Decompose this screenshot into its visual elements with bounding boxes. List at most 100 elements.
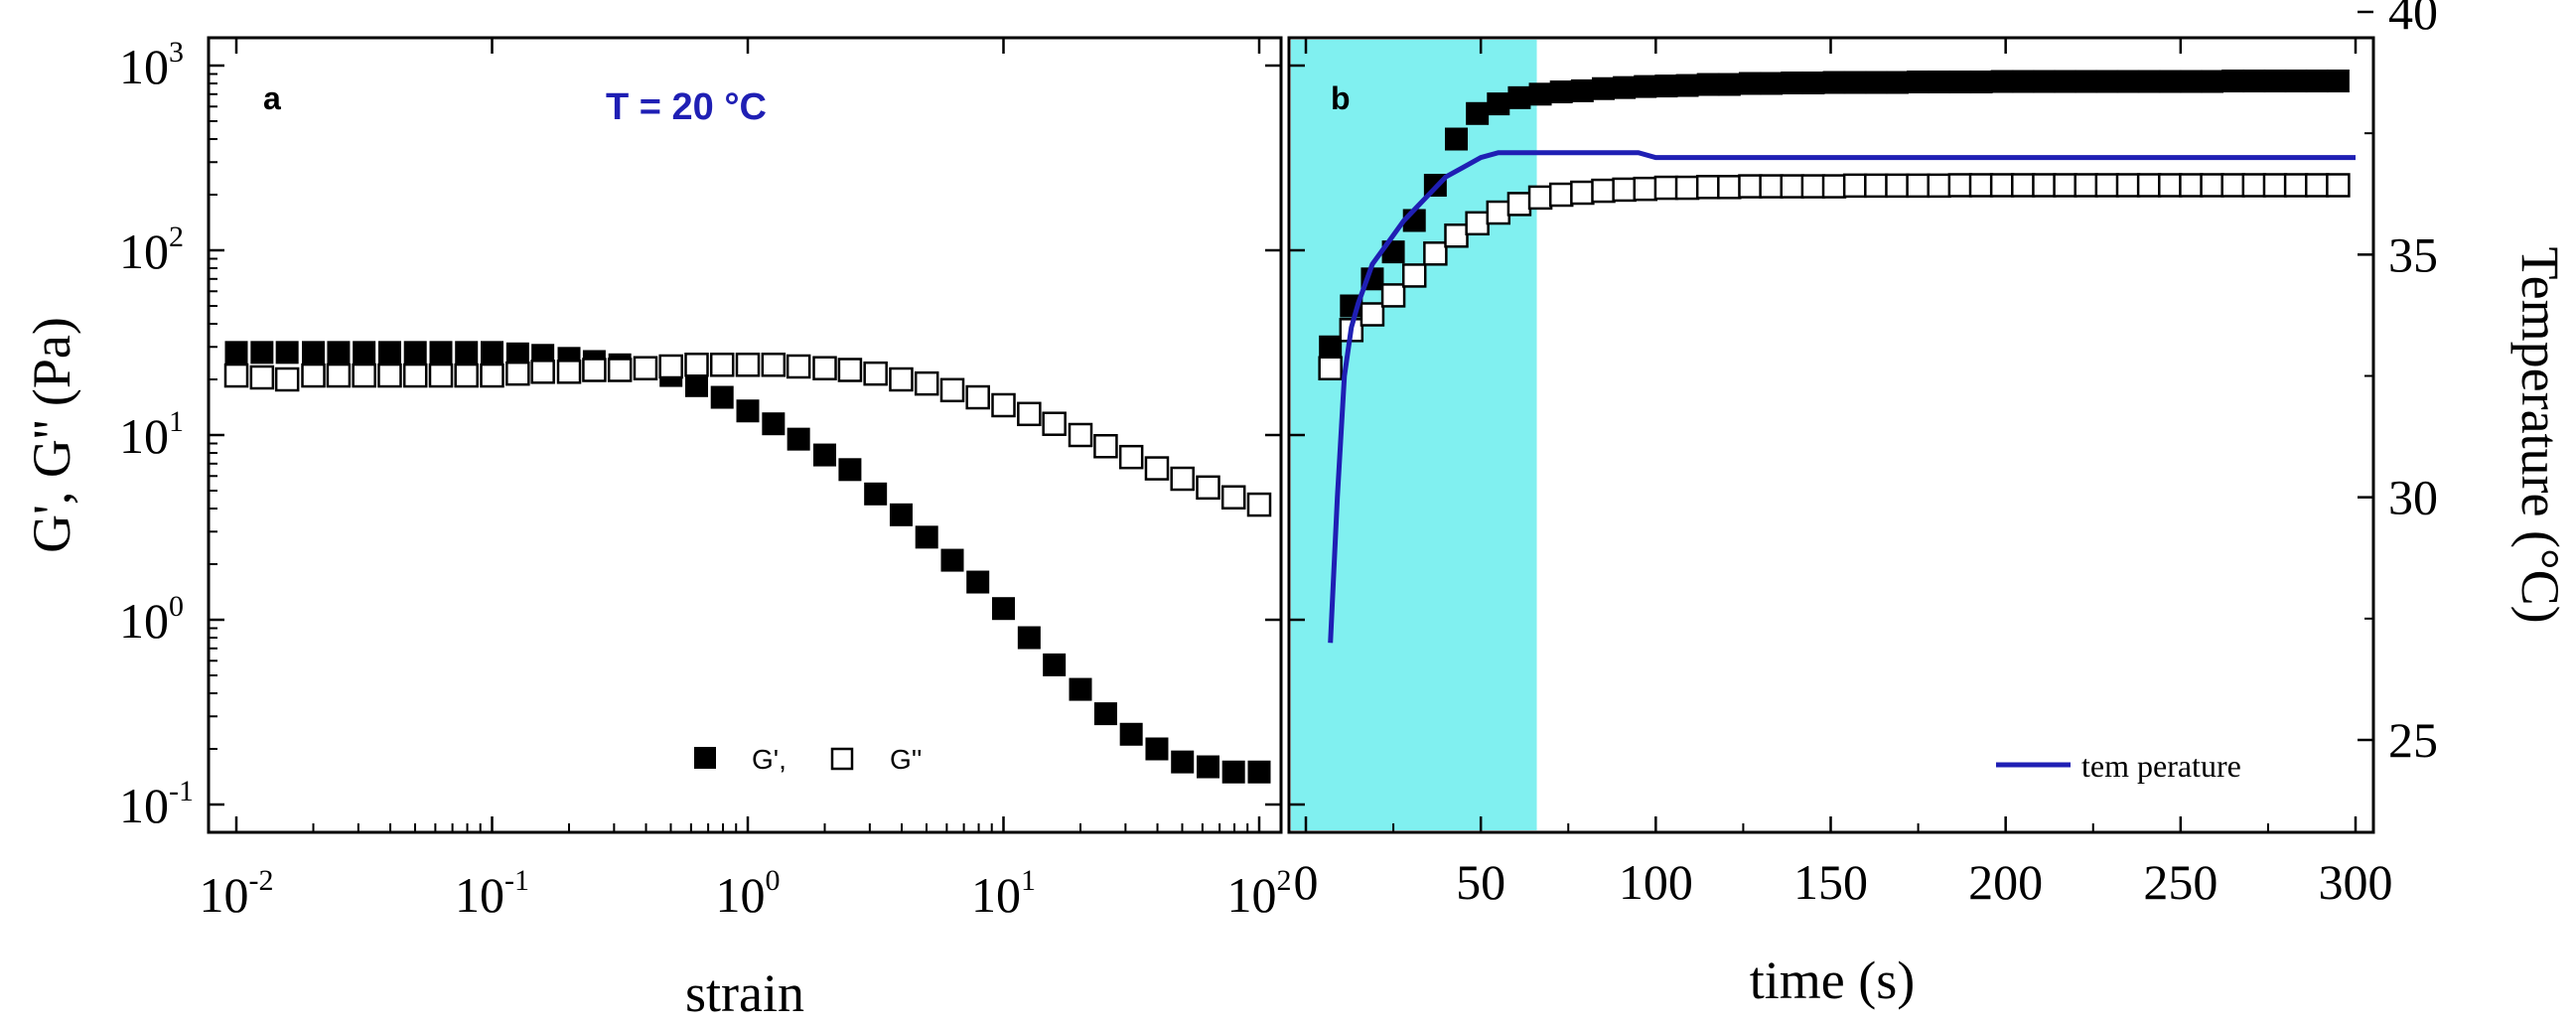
gdoubleprime-point — [863, 361, 888, 386]
gdoubleprime-point — [1717, 175, 1742, 200]
legend-label-temperature: tem perature — [2081, 748, 2241, 784]
gprime-point — [940, 548, 964, 572]
gdoubleprime-point — [2200, 173, 2224, 198]
gdoubleprime-point — [1695, 175, 1721, 200]
gdoubleprime-point — [1506, 192, 1532, 217]
gdoubleprime-point — [2115, 173, 2141, 198]
gdoubleprime-point — [1380, 283, 1406, 308]
gprime-point — [1885, 71, 1909, 94]
gdoubleprime-point — [2094, 173, 2120, 198]
gdoubleprime-point — [2283, 173, 2309, 198]
gprime-point — [1507, 85, 1531, 109]
gprime-point — [429, 341, 453, 365]
x-tick-label: 0 — [1294, 854, 1319, 910]
x-tick-label: 50 — [1456, 854, 1505, 910]
gdoubleprime-point — [1653, 175, 1679, 201]
gdoubleprime-point — [1246, 492, 1272, 517]
gdoubleprime-point — [1947, 173, 1973, 198]
gprime-point — [1738, 72, 1762, 95]
gprime-point — [1907, 71, 1931, 94]
gdoubleprime-point — [2136, 173, 2162, 198]
gprime-point — [1675, 73, 1699, 97]
gprime-point — [2011, 70, 2035, 93]
gprime-point — [685, 373, 709, 397]
gdoubleprime-point — [1068, 422, 1093, 448]
gprime-point — [2305, 70, 2329, 93]
gprime-point — [1990, 70, 2014, 93]
gdoubleprime-point — [1674, 175, 1700, 201]
gprime-point — [1197, 755, 1220, 779]
gdoubleprime-point — [1885, 173, 1910, 199]
gprime-point — [915, 525, 938, 549]
gdoubleprime-point — [1548, 182, 1574, 208]
gprime-point — [353, 341, 376, 365]
y-tick-label: 100 — [119, 590, 184, 649]
x-tick-label: 200 — [1968, 854, 2043, 910]
gprime-point — [2158, 70, 2182, 93]
panel-a: a T = 20 °C 10-2 10-1 100 101 10210-11001011… — [22, 36, 1292, 1023]
temperature-annotation: T = 20 °C — [606, 86, 767, 128]
gprime-point — [1864, 71, 1888, 94]
gdoubleprime-point — [684, 353, 709, 377]
gdoubleprime-point — [530, 360, 555, 384]
gdoubleprime-point — [837, 358, 863, 382]
gdoubleprime-point — [658, 354, 683, 379]
gprime-point — [403, 341, 427, 365]
y-tick-label-right: 40 — [2388, 0, 2438, 40]
gprime-point — [1801, 72, 1825, 95]
y-tick-label: 102 — [119, 220, 184, 279]
gdoubleprime-point — [1927, 173, 1951, 199]
gdoubleprime-point — [991, 392, 1016, 418]
gprime-point — [1017, 626, 1041, 650]
y-tick-label-right: 30 — [2388, 470, 2438, 525]
gprime-point — [1760, 72, 1784, 95]
legend-marker-open — [830, 747, 854, 771]
gdoubleprime-point — [1444, 223, 1469, 248]
gdoubleprime-point — [402, 363, 428, 388]
gprime-point — [2095, 70, 2119, 93]
gdoubleprime-point — [428, 363, 454, 388]
gdoubleprime-point — [633, 356, 658, 380]
gprime-point — [1696, 73, 1720, 96]
gprime-point — [1445, 127, 1469, 151]
gprime-point — [710, 385, 734, 409]
x-tick-label: 150 — [1793, 854, 1868, 910]
gprime-point — [1466, 101, 1490, 125]
gprime-point — [250, 341, 274, 365]
panel-a-label: a — [263, 80, 281, 116]
legend-label-gdoubleprime: G'' — [890, 744, 922, 775]
gdoubleprime-point — [1527, 185, 1553, 211]
gdoubleprime-point — [1570, 180, 1595, 206]
y-tick-label: 101 — [119, 405, 184, 464]
panel-b-points — [1318, 70, 2356, 644]
panel-a-frame — [207, 36, 1283, 834]
gdoubleprime-point — [2032, 173, 2057, 198]
gdoubleprime-point — [556, 360, 582, 384]
gdoubleprime-point — [914, 370, 939, 396]
gprime-point — [1487, 92, 1510, 116]
gdoubleprime-point — [1738, 174, 1763, 199]
gprime-point — [1145, 737, 1169, 761]
gprime-point — [275, 341, 299, 365]
gdoubleprime-point — [735, 353, 761, 377]
gprime-point — [1654, 74, 1678, 98]
gdoubleprime-point — [2074, 173, 2098, 198]
gprime-point — [1928, 71, 1951, 94]
gprime-point — [736, 399, 760, 423]
x-tick-label: 102 — [1227, 864, 1292, 923]
x-tick-label: 10-2 — [200, 864, 274, 923]
gdoubleprime-point — [505, 361, 530, 386]
gdoubleprime-point — [1968, 173, 1994, 198]
gprime-point — [224, 341, 248, 365]
gdoubleprime-point — [607, 358, 633, 382]
gdoubleprime-point — [1360, 302, 1385, 327]
gdoubleprime-point — [2053, 173, 2077, 198]
gdoubleprime-point — [709, 353, 735, 377]
gprime-point — [787, 427, 810, 451]
gprime-point — [838, 458, 862, 482]
gdoubleprime-point — [2304, 173, 2330, 198]
gprime-point — [2242, 70, 2266, 93]
gdoubleprime-point — [2326, 173, 2351, 198]
gdoubleprime-point — [377, 363, 402, 388]
